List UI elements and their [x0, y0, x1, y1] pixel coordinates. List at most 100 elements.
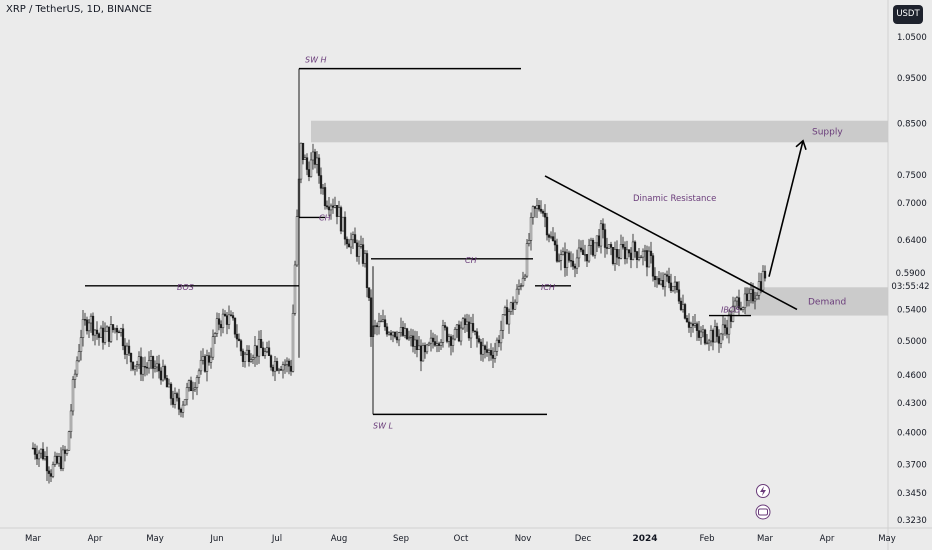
candle-body — [553, 240, 557, 246]
candle-body — [397, 332, 401, 341]
candle-body — [189, 380, 193, 392]
candle-body — [727, 314, 731, 335]
candle-body — [665, 274, 669, 277]
zone-demand — [745, 287, 888, 316]
candle-body — [653, 275, 657, 281]
annotation-ibos: IBOS — [721, 306, 740, 315]
candle-body — [55, 455, 59, 464]
candle-body — [333, 205, 337, 208]
candle-body — [605, 247, 609, 249]
candle-body — [141, 366, 145, 375]
candle-body — [255, 345, 259, 357]
candle-body — [455, 324, 459, 330]
candle-body — [609, 244, 613, 248]
candle-body — [739, 307, 743, 310]
candle-body — [529, 217, 533, 241]
candle-body — [651, 255, 655, 277]
candle-body — [639, 256, 643, 259]
candle-body — [705, 342, 709, 344]
zone-supply — [311, 120, 888, 143]
candle-body — [437, 343, 441, 346]
annotation-sw-l: SW L — [373, 421, 393, 430]
candle-body — [211, 336, 215, 358]
x-tick-label: Jun — [209, 534, 223, 544]
candle-body — [245, 349, 249, 355]
candle-body — [299, 142, 303, 180]
candle-body — [661, 280, 665, 288]
candle-body — [367, 287, 371, 299]
candle-body — [631, 241, 635, 260]
candle-body — [741, 307, 745, 310]
candle-body — [633, 241, 637, 252]
candle-body — [535, 205, 539, 209]
candle-body — [503, 307, 507, 315]
candle-body — [147, 360, 151, 369]
candle-body — [745, 293, 749, 301]
candle-body — [421, 345, 425, 362]
candle-body — [165, 378, 169, 388]
x-tick-label: Oct — [454, 534, 469, 544]
y-tick-label: 0.6400 — [897, 236, 927, 246]
candle-body — [715, 326, 719, 337]
candle-body — [47, 470, 51, 474]
x-tick-label: Feb — [699, 534, 714, 544]
zone-label-demand: Demand — [808, 297, 846, 307]
candle-body — [217, 318, 221, 325]
candle-body — [513, 301, 517, 310]
candle-body — [235, 333, 239, 340]
candle-body — [227, 314, 231, 325]
candle-body — [719, 333, 723, 344]
x-tick-label: Jul — [271, 534, 282, 544]
candle-body — [305, 157, 309, 170]
candle-body — [49, 473, 53, 477]
annotation-dinamic-resistance: Dinamic Resistance — [633, 194, 716, 204]
annotation-ch: CH — [319, 213, 331, 222]
candle-body — [465, 321, 469, 325]
x-tick-label: May — [878, 534, 896, 544]
candle-body — [481, 345, 485, 355]
candle-body — [283, 364, 287, 366]
candle-body — [321, 187, 325, 189]
candle-body — [301, 142, 305, 161]
candle-body — [475, 331, 479, 339]
candle-body — [331, 205, 335, 208]
candle-body — [69, 410, 73, 432]
candle-body — [361, 244, 365, 264]
candle-body — [575, 257, 579, 269]
candle-body — [723, 324, 727, 328]
candle-body — [525, 243, 529, 277]
candle-body — [205, 355, 209, 372]
candle-body — [263, 351, 267, 356]
candle-body — [419, 345, 423, 362]
candle-body — [99, 327, 103, 338]
candle-body — [77, 351, 81, 362]
candle-body — [433, 341, 437, 346]
candle-body — [271, 366, 275, 372]
candle-body — [225, 315, 229, 325]
candle-body — [67, 431, 71, 451]
news-glyph-icon — [758, 508, 768, 516]
candle-body — [311, 151, 315, 161]
candle-body — [427, 342, 431, 346]
candle-body — [675, 281, 679, 291]
candle-body — [365, 253, 369, 288]
candle-body — [387, 332, 391, 335]
candle-body — [667, 275, 671, 284]
candle-body — [431, 337, 435, 342]
x-tick-label: Mar — [757, 534, 774, 544]
candle-body — [195, 377, 199, 388]
candle-body — [157, 363, 161, 372]
candle-body — [307, 169, 311, 178]
candle-countdown: 03:55:42 — [891, 282, 930, 292]
candle-body — [133, 365, 137, 370]
candle-body — [137, 356, 141, 365]
currency-button[interactable]: USDT — [893, 5, 923, 24]
candle-body — [517, 286, 521, 290]
candle-body — [615, 249, 619, 258]
candle-body — [711, 330, 715, 343]
candle-body — [325, 205, 329, 208]
candle-body — [547, 234, 551, 238]
candle-body — [351, 234, 355, 241]
candle-body — [315, 157, 319, 165]
